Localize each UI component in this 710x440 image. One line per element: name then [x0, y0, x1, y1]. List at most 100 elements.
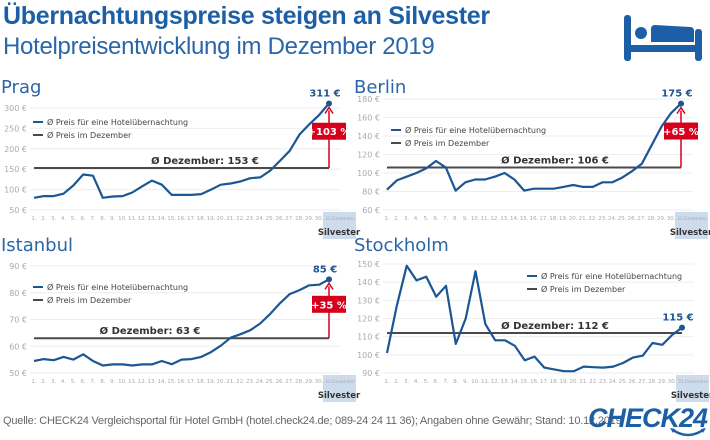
x-tick-label: 10.: [471, 216, 480, 222]
x-tick-label: 28.: [647, 216, 656, 222]
x-tick-label: 28.: [648, 379, 657, 385]
x-tick-label: 8.: [453, 216, 458, 222]
legend-average-label: Ø Preis im Dezember: [541, 284, 626, 294]
y-tick-label: 140 €: [357, 132, 380, 141]
y-tick-label: 250 €: [4, 124, 27, 133]
legend-average-label: Ø Preis im Dezember: [405, 138, 490, 148]
x-tick-label: 13.: [148, 216, 157, 222]
y-tick-label: 50 €: [9, 206, 27, 215]
legend-series-label: Ø Preis für eine Hotelübernachtung: [405, 125, 546, 135]
x-tick-label: 1.: [384, 216, 389, 222]
x-tick-label: 3.: [404, 379, 409, 385]
x-tick-label: 22.: [236, 379, 245, 385]
x-tick-label: 20.: [569, 216, 578, 222]
x-tick-label: 14.: [157, 216, 166, 222]
change-arrow-head: [324, 106, 334, 114]
bed-icon: [624, 15, 702, 61]
x-tick-label: 26.: [628, 379, 637, 385]
end-point-marker: [679, 324, 685, 331]
silvester-highlight: [323, 212, 356, 239]
x-tick-label: 5.: [71, 379, 76, 385]
x-tick-label: 5.: [424, 216, 429, 222]
y-tick-label: 120 €: [357, 151, 380, 160]
x-tick-label: 21.: [579, 379, 588, 385]
x-tick-label: 6.: [433, 216, 438, 222]
x-tick-label: 11.: [128, 379, 137, 385]
x-tick-label: 24.: [609, 379, 618, 385]
silvester-label: Silvester: [670, 228, 710, 238]
x-tick-label: 7.: [443, 216, 448, 222]
y-tick-label: 180 €: [357, 95, 380, 104]
x-tick-label: 10.: [471, 379, 480, 385]
x-tick-label: 9.: [110, 379, 115, 385]
x-tick-label: 2.: [394, 379, 399, 385]
x-tick-label: 20.: [216, 216, 225, 222]
end-point-marker: [678, 100, 684, 107]
legend-average-label: Ø Preis im Dezember: [47, 130, 132, 140]
price-line: [386, 102, 682, 192]
x-tick-label: 3.: [51, 379, 56, 385]
x-tick-label: 16.: [177, 216, 186, 222]
y-tick-label: 140 €: [357, 278, 380, 287]
x-tick-label: 20.: [569, 379, 578, 385]
change-badge-label: +35 %: [311, 300, 347, 311]
x-tick-label: 11.: [481, 216, 490, 222]
x-tick-label: 22.: [588, 216, 597, 222]
change-badge: [312, 295, 346, 313]
x-tick-label: 18.: [197, 379, 206, 385]
price-line: [33, 278, 330, 367]
x-tick-label: 9.: [110, 216, 115, 222]
end-value-label: 311 €: [309, 89, 340, 100]
silvester-highlight: [675, 212, 708, 239]
x-tick-label: 8.: [100, 379, 105, 385]
x-tick-label: 24.: [256, 216, 265, 222]
y-tick-label: 100 €: [357, 169, 380, 178]
x-tick-label: 29.: [658, 379, 667, 385]
x-tick-label: 3.: [51, 216, 56, 222]
average-label: Ø Dezember: 106 €: [501, 154, 609, 166]
x-tick-label: 8.: [100, 216, 105, 222]
x-tick-label: 20.: [216, 379, 225, 385]
x-tick-label: 7.: [90, 216, 95, 222]
x-tick-label: 7.: [90, 379, 95, 385]
x-tick-label: 30.: [668, 379, 677, 385]
x-tick-label: 11.: [128, 216, 137, 222]
chart-title: Prag: [1, 77, 41, 98]
y-tick-label: 120 €: [357, 315, 380, 324]
x-tick-label: 12.: [491, 379, 500, 385]
chart-title: Istanbul: [1, 235, 73, 256]
x-tick-label: 30.: [315, 216, 324, 222]
x-tick-label: 2.: [41, 379, 46, 385]
x-tick-label: 21.: [226, 379, 235, 385]
x-tick-label: 29.: [305, 216, 314, 222]
subtitle: Hotelpreisentwicklung im Dezember 2019: [3, 33, 435, 60]
end-point-marker: [326, 276, 332, 283]
y-tick-label: 200 €: [4, 145, 27, 154]
x-tick-label: 12.: [138, 379, 147, 385]
end-value-label: 175 €: [661, 89, 692, 100]
x-tick-label: 10.: [118, 216, 127, 222]
x-tick-label: 26.: [275, 379, 284, 385]
x-tick-label: 19.: [559, 216, 568, 222]
x-tick-label: 2.: [41, 216, 46, 222]
x-tick-label: 12.: [138, 216, 147, 222]
x-tick-label: 26.: [628, 216, 637, 222]
x-tick-label: 27.: [285, 379, 294, 385]
x-tick-label: 21.: [226, 216, 235, 222]
x-tick-label: 31.Dezember: [325, 379, 356, 385]
x-tick-label: 18.: [550, 379, 559, 385]
x-tick-label: 25.: [266, 216, 275, 222]
change-badge: [312, 122, 346, 140]
y-tick-label: 90 €: [362, 369, 380, 378]
check24-logo: CHECK24: [588, 403, 708, 433]
silvester-highlight: [676, 375, 709, 402]
x-tick-label: 7.: [443, 379, 448, 385]
x-tick-label: 6.: [81, 216, 86, 222]
y-tick-label: 130 €: [357, 296, 380, 305]
x-tick-label: 22.: [236, 216, 245, 222]
y-tick-label: 150 €: [4, 165, 27, 174]
x-tick-label: 27.: [638, 379, 647, 385]
source-note: Quelle: CHECK24 Vergleichsportal für Hot…: [3, 415, 622, 427]
x-tick-label: 13.: [500, 216, 509, 222]
change-arrow-head: [676, 106, 686, 115]
